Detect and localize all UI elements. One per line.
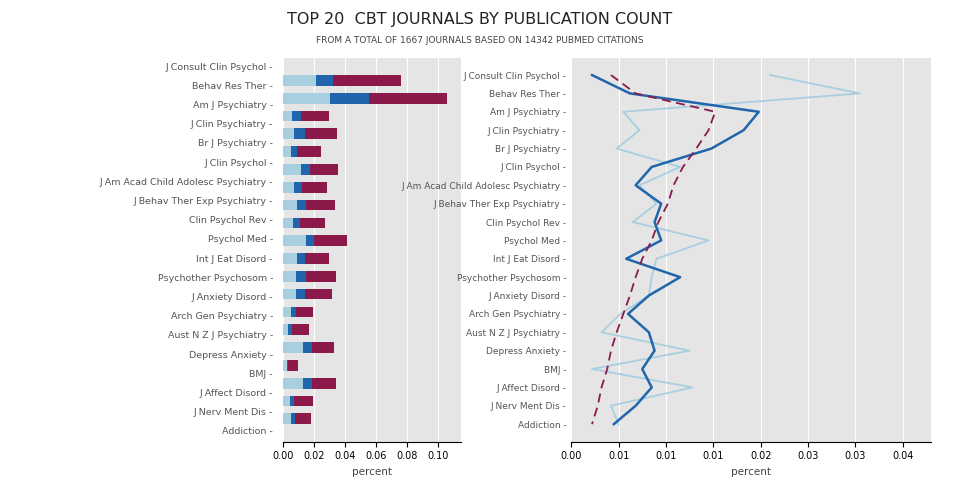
Text: Clin Psychol Rev -: Clin Psychol Rev -: [189, 216, 273, 225]
Bar: [297, 146, 322, 157]
Bar: [283, 75, 316, 86]
Bar: [295, 182, 302, 192]
Bar: [283, 289, 296, 300]
Text: J Am Acad Child Adolesc Psychiatry -: J Am Acad Child Adolesc Psychiatry -: [100, 178, 273, 187]
Bar: [316, 75, 333, 86]
Bar: [306, 271, 336, 282]
Bar: [283, 182, 295, 192]
Text: BMJ -: BMJ -: [250, 370, 273, 379]
Bar: [283, 129, 295, 139]
X-axis label: percent: percent: [352, 467, 392, 477]
Bar: [302, 182, 326, 192]
Bar: [300, 217, 325, 228]
Bar: [312, 342, 334, 353]
Bar: [291, 307, 296, 317]
X-axis label: percent: percent: [732, 467, 771, 477]
Text: TOP 20  CBT JOURNALS BY PUBLICATION COUNT: TOP 20 CBT JOURNALS BY PUBLICATION COUNT: [287, 12, 673, 27]
Bar: [297, 253, 305, 264]
Bar: [283, 235, 305, 246]
Bar: [292, 324, 309, 335]
Text: Behav Res Ther -: Behav Res Ther -: [192, 82, 273, 91]
Bar: [283, 271, 297, 282]
Bar: [291, 413, 295, 424]
Bar: [293, 217, 300, 228]
Text: FROM A TOTAL OF 1667 JOURNALS BASED ON 14342 PUBMED CITATIONS: FROM A TOTAL OF 1667 JOURNALS BASED ON 1…: [316, 36, 644, 45]
Bar: [283, 111, 292, 121]
Text: J Behav Ther Exp Psychiatry -: J Behav Ther Exp Psychiatry -: [133, 197, 273, 206]
Bar: [283, 307, 291, 317]
Bar: [288, 360, 298, 371]
Bar: [305, 289, 332, 300]
Bar: [283, 164, 301, 175]
Bar: [297, 271, 306, 282]
Text: J Nerv Ment Dis -: J Nerv Ment Dis -: [194, 408, 273, 417]
Bar: [296, 307, 313, 317]
Text: Int J Eat Disord -: Int J Eat Disord -: [197, 255, 273, 264]
Bar: [283, 324, 288, 335]
Bar: [283, 253, 297, 264]
Bar: [312, 378, 336, 388]
Bar: [283, 217, 293, 228]
Text: Psychother Psychosom -: Psychother Psychosom -: [157, 274, 273, 283]
Text: Depress Anxiety -: Depress Anxiety -: [189, 351, 273, 360]
Bar: [283, 342, 302, 353]
Bar: [295, 413, 311, 424]
Bar: [305, 253, 328, 264]
Text: Br J Psychiatry -: Br J Psychiatry -: [198, 140, 273, 148]
Text: Am J Psychiatry -: Am J Psychiatry -: [193, 101, 273, 110]
Bar: [330, 93, 369, 104]
Bar: [310, 164, 338, 175]
Bar: [295, 129, 305, 139]
Text: Psychol Med -: Psychol Med -: [207, 236, 273, 244]
Bar: [287, 360, 288, 371]
Bar: [283, 378, 303, 388]
Bar: [369, 93, 447, 104]
Bar: [296, 289, 305, 300]
Text: J Affect Disord -: J Affect Disord -: [200, 389, 273, 398]
Bar: [283, 146, 291, 157]
Text: Addiction -: Addiction -: [223, 428, 273, 436]
Text: Aust N Z J Psychiatry -: Aust N Z J Psychiatry -: [168, 332, 273, 340]
Bar: [305, 129, 337, 139]
Bar: [283, 200, 297, 210]
Bar: [291, 146, 297, 157]
Bar: [283, 413, 291, 424]
Text: J Clin Psychol -: J Clin Psychol -: [204, 159, 273, 168]
Bar: [294, 396, 313, 407]
Bar: [283, 360, 287, 371]
Bar: [314, 235, 348, 246]
Bar: [300, 111, 328, 121]
Bar: [333, 75, 400, 86]
Text: J Consult Clin Psychol -: J Consult Clin Psychol -: [165, 63, 273, 72]
Text: J Anxiety Disord -: J Anxiety Disord -: [191, 293, 273, 302]
Bar: [283, 93, 330, 104]
Text: J Clin Psychiatry -: J Clin Psychiatry -: [191, 120, 273, 129]
Bar: [297, 200, 305, 210]
Bar: [290, 396, 294, 407]
Bar: [302, 342, 312, 353]
Bar: [305, 235, 314, 246]
Bar: [288, 324, 292, 335]
Bar: [303, 378, 312, 388]
Text: Arch Gen Psychiatry -: Arch Gen Psychiatry -: [171, 312, 273, 321]
Bar: [292, 111, 300, 121]
Bar: [305, 200, 335, 210]
Bar: [283, 396, 290, 407]
Bar: [301, 164, 310, 175]
